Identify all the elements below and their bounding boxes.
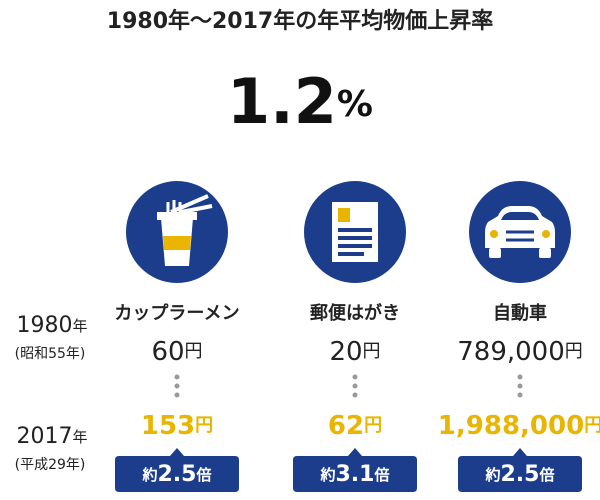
- item-name: 郵便はがき: [310, 302, 400, 324]
- ratio-badge: [115, 448, 239, 492]
- row-year: 2017年: [16, 424, 87, 449]
- ratio: 約2.5倍: [141, 462, 211, 487]
- dot: [517, 374, 523, 380]
- price-1980: 789,000円: [457, 337, 583, 367]
- price-1980-number: 60: [151, 337, 184, 367]
- row-year-number: 1980: [16, 313, 72, 338]
- row-year-suffix: 年: [72, 317, 87, 335]
- rate: 1.2%: [227, 65, 373, 138]
- ratio-badge: [458, 448, 582, 492]
- price-2017-number: 153: [141, 411, 195, 441]
- price-unit: 円: [363, 341, 381, 362]
- price-2017-number: 1,988,000: [438, 411, 584, 441]
- item-name: カップラーメン: [114, 302, 239, 324]
- dot: [352, 374, 358, 380]
- price-2017: 153円: [141, 411, 213, 441]
- row-year: 1980年: [16, 313, 87, 338]
- ratio-suffix: 倍: [195, 466, 211, 484]
- icon-car: [469, 181, 571, 283]
- price-2017: 62円: [328, 411, 382, 441]
- dot: [174, 392, 180, 398]
- ratio-suffix: 倍: [373, 466, 389, 484]
- price-1980-number: 789,000: [457, 337, 565, 367]
- dot: [174, 383, 180, 389]
- price-2017-number: 62: [328, 411, 364, 441]
- dot: [517, 383, 523, 389]
- dot: [352, 383, 358, 389]
- price-unit: 円: [565, 341, 583, 362]
- title: 1980年〜2017年の年平均物価上昇率: [107, 8, 493, 34]
- ratio-badge: [293, 448, 417, 492]
- ratio-number: 2.5: [158, 462, 197, 487]
- row-year-number: 2017: [16, 424, 72, 449]
- price-1980: 20円: [329, 337, 380, 367]
- ratio-number: 2.5: [501, 462, 540, 487]
- ratio-prefix: 約: [141, 466, 157, 484]
- dot: [352, 392, 358, 398]
- price-unit: 円: [185, 341, 203, 362]
- ratio: 約2.5倍: [484, 462, 554, 487]
- row-year-suffix: 年: [72, 428, 87, 446]
- rate-number: 1.2: [227, 65, 337, 138]
- dot: [517, 392, 523, 398]
- ratio-prefix: 約: [319, 466, 335, 484]
- dot: [174, 374, 180, 380]
- price-unit: 円: [584, 415, 600, 436]
- icon-cup-noodle: [126, 181, 228, 283]
- ratio-suffix: 倍: [538, 466, 554, 484]
- ratio-number: 3.1: [336, 462, 375, 487]
- rate-unit: %: [337, 84, 373, 125]
- ratio: 約3.1倍: [319, 462, 389, 487]
- price-1980-number: 20: [329, 337, 362, 367]
- price-unit: 円: [364, 415, 382, 436]
- price-1980: 60円: [151, 337, 202, 367]
- ratio-prefix: 約: [484, 466, 500, 484]
- row-era: (平成29年): [15, 457, 86, 473]
- price-2017: 1,988,000円: [438, 411, 600, 441]
- item-name: 自動車: [493, 302, 547, 324]
- icon-postcard: [304, 181, 406, 283]
- row-era: (昭和55年): [15, 346, 86, 362]
- price-unit: 円: [195, 415, 213, 436]
